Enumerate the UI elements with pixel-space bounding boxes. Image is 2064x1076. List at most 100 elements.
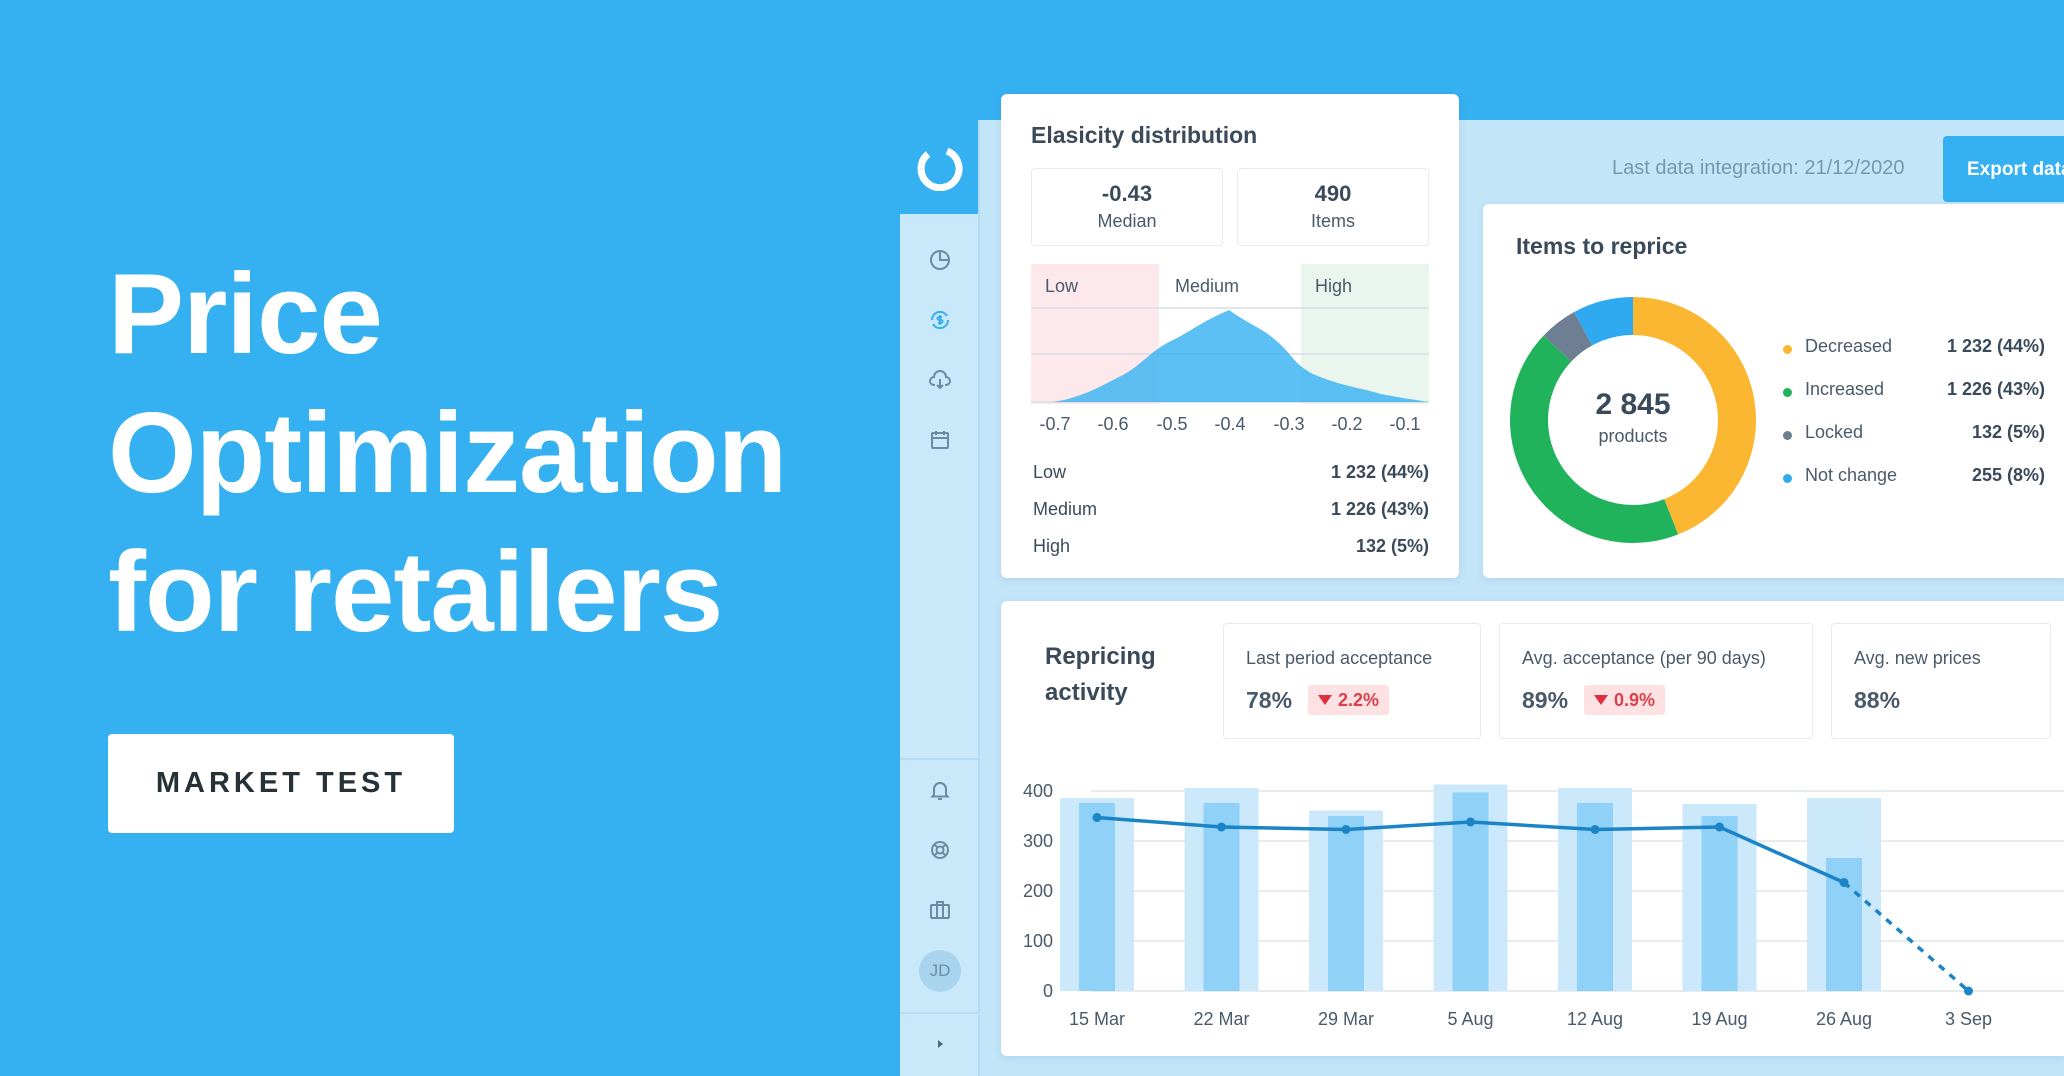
bar	[1203, 803, 1240, 991]
nav-repricing[interactable]	[920, 300, 960, 340]
row-label: High	[1033, 536, 1071, 556]
kpi-value: 88%	[1854, 687, 1901, 713]
hero-title: Price Optimization for retailers	[108, 245, 868, 662]
x-tick-label: 12 Aug	[1567, 1009, 1623, 1029]
x-tick-label: 26 Aug	[1816, 1009, 1872, 1029]
legend-decreased: Decreased 1 232 (44%)	[1783, 336, 2045, 360]
legend-dot	[1783, 431, 1792, 440]
median-value: -0.43	[1101, 181, 1153, 206]
elasticity-row-low: Low 1 232 (44%)	[1033, 462, 1429, 483]
distribution-area	[1053, 310, 1429, 402]
median-label: Median	[1097, 211, 1157, 231]
nav-portfolio[interactable]	[920, 890, 960, 930]
down-triangle-icon	[1594, 695, 1608, 705]
legend-not-change: Not change 255 (8%)	[1783, 465, 2045, 489]
elasticity-card: Elasicity distribution -0.43 Median 490 …	[1001, 94, 1459, 578]
row-label: Medium	[1033, 499, 1098, 519]
kpi-delta-badge: 2.2%	[1308, 685, 1390, 715]
kpi-label: Avg. acceptance (per 90 days)	[1522, 648, 1766, 668]
legend-value: 255 (8%)	[1971, 465, 2045, 485]
x-tick-label: 22 Mar	[1193, 1009, 1249, 1029]
trend-point	[1217, 822, 1226, 832]
x-tick-label: 5 Aug	[1447, 1009, 1493, 1029]
dollar-refresh-icon	[930, 310, 950, 330]
nav-dashboard[interactable]	[920, 240, 960, 280]
kpi-value: 89%	[1522, 687, 1569, 713]
legend-dot	[1783, 388, 1792, 397]
total-products-label: products	[1598, 426, 1668, 446]
bar	[1079, 803, 1115, 991]
briefcase-icon	[930, 901, 950, 919]
row-value: 1 232 (44%)	[1330, 462, 1429, 482]
x-tick: -0.4	[1214, 414, 1245, 434]
activity-title: Repricing activity	[1045, 643, 1156, 706]
x-tick: -0.7	[1039, 414, 1070, 434]
kpi-label: Last period acceptance	[1246, 648, 1433, 668]
hero-title-line-1: Price	[108, 251, 383, 378]
avatar[interactable]: JD	[919, 950, 961, 992]
legend-increased: Increased 1 226 (43%)	[1783, 379, 2045, 403]
y-tick-label: 300	[1023, 831, 1053, 851]
nav-import[interactable]	[920, 360, 960, 400]
legend-value: 132 (5%)	[1971, 422, 2045, 442]
x-tick: -0.2	[1331, 414, 1362, 434]
trend-point	[1466, 817, 1475, 827]
x-tick-label: 15 Mar	[1069, 1009, 1125, 1029]
elasticity-row-medium: Medium 1 226 (43%)	[1033, 499, 1429, 520]
legend-label: Increased	[1805, 379, 1885, 399]
items-stat: 490 Items	[1237, 168, 1429, 246]
legend-label: Not change	[1805, 465, 1898, 485]
logo-ring-icon	[917, 147, 963, 191]
repricing-activity-card: Repricing activity Last period acceptanc…	[1001, 601, 2064, 1056]
row-label: Low	[1033, 462, 1067, 482]
logo[interactable]	[900, 120, 978, 214]
reprice-donut	[1510, 297, 1756, 543]
row-value: 132 (5%)	[1355, 536, 1429, 556]
export-data-button[interactable]: Export data	[1943, 136, 2064, 202]
nav-calendar[interactable]	[920, 420, 960, 460]
items-to-reprice-card: Items to reprice 2 845 products Decrease…	[1483, 204, 2064, 578]
zone-label-medium: Medium	[1175, 276, 1239, 296]
trend-point	[1341, 825, 1351, 834]
elasticity-histogram: Low Medium High -0.7 -0.6 -0.5 -0.4 -0.3…	[1031, 264, 1429, 434]
legend-label: Decreased	[1805, 336, 1893, 356]
zone-label-high: High	[1315, 276, 1352, 296]
donut-center: 2 845 products	[1555, 388, 1711, 447]
last-integration-text: Last data integration: 21/12/2020	[1612, 157, 1905, 179]
hero-title-line-3: for retailers	[108, 529, 723, 656]
pie-chart-icon	[930, 250, 950, 270]
median-stat: -0.43 Median	[1031, 168, 1223, 246]
bar	[1701, 816, 1738, 991]
sidebar-expand-button[interactable]	[920, 1024, 960, 1064]
trend-point	[1839, 878, 1849, 887]
x-tick: -0.1	[1389, 414, 1420, 434]
nav-notifications[interactable]	[920, 770, 960, 810]
row-value: 1 226 (43%)	[1330, 499, 1429, 519]
x-tick-label: 3 Sep	[1945, 1009, 1992, 1029]
market-test-button[interactable]: MARKET TEST	[108, 734, 454, 833]
lifebuoy-icon	[931, 841, 949, 859]
kpi-delta: 0.9%	[1614, 690, 1656, 710]
bell-icon	[930, 782, 950, 800]
sidebar-divider	[900, 758, 980, 760]
kpi-label: Avg. new prices	[1854, 648, 1981, 668]
elasticity-row-high: High 132 (5%)	[1033, 536, 1429, 557]
bar	[1328, 816, 1364, 991]
x-tick: -0.3	[1273, 414, 1304, 434]
x-tick: -0.5	[1156, 414, 1187, 434]
trend-point	[1590, 825, 1600, 834]
y-tick-label: 100	[1023, 931, 1053, 951]
legend-locked: Locked 132 (5%)	[1783, 422, 2045, 446]
kpi-delta: 2.2%	[1338, 690, 1380, 710]
kpi-last-period: Last period acceptance 78% 2.2%	[1223, 623, 1481, 739]
legend-value: 1 232 (44%)	[1946, 336, 2045, 356]
kpi-value: 78%	[1246, 687, 1293, 713]
chevron-right-icon	[938, 1040, 943, 1048]
kpi-avg-acceptance: Avg. acceptance (per 90 days) 89% 0.9%	[1499, 623, 1813, 739]
repricing-activity-chart: 400 300 200 100 0 15 Mar 22 Mar 29 Mar 5 Aug 12 A…	[1023, 781, 2064, 1029]
items-label: Items	[1310, 211, 1355, 231]
cloud-download-icon	[929, 370, 951, 390]
x-tick: -0.6	[1097, 414, 1128, 434]
items-value: 490	[1314, 181, 1352, 206]
nav-help[interactable]	[920, 830, 960, 870]
